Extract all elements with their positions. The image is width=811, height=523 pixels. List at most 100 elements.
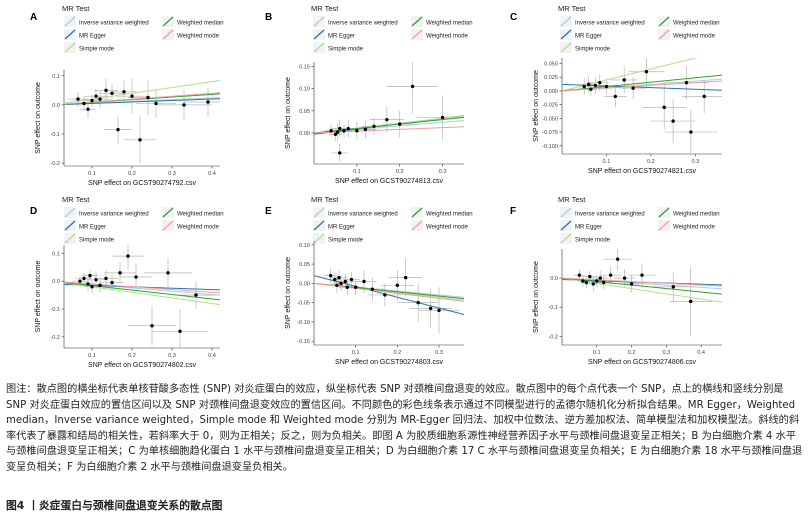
y-tick-label: -0.2 [548, 334, 558, 340]
x-tick-label: 0.4 [697, 350, 705, 356]
legend-swatch-line [64, 16, 76, 27]
legend-swatch-line [313, 29, 325, 40]
legend: MR Test Inverse variance weighted Weighted… [62, 195, 224, 244]
x-axis-title: SNP effect on GCST90274792.csv [88, 180, 196, 187]
legend-swatch-line [64, 220, 76, 231]
y-tick-label: 0.0 [550, 276, 558, 282]
data-point [328, 273, 333, 278]
legend-label: Inverse variance weighted [328, 21, 398, 27]
legend-label: Inverse variance weighted [79, 212, 149, 218]
y-tick-label: -0.025 [542, 103, 558, 109]
legend-label: Weighted mode [673, 225, 716, 231]
legend-label: Inverse variance weighted [79, 21, 149, 27]
legend-swatch-line [162, 16, 174, 27]
fit-line [64, 92, 220, 105]
y-axis-title: SNP effect on outcome [35, 82, 42, 154]
y-tick-label: 0.05 [299, 109, 310, 115]
data-point [110, 280, 114, 285]
data-point [613, 94, 618, 99]
data-point [182, 103, 186, 107]
x-tick-label: 0.3 [435, 350, 443, 356]
y-tick-label: -0.10 [297, 320, 310, 326]
legend-label: Inverse variance weighted [328, 212, 398, 218]
panel-label: E [265, 206, 272, 217]
legend-label: Inverse variance weighted [575, 212, 645, 218]
fit-line [562, 277, 722, 287]
legend-swatch-line [658, 16, 670, 27]
data-point [110, 91, 114, 95]
x-tick-label: 0.1 [603, 159, 611, 165]
data-point [622, 78, 626, 82]
data-point [640, 273, 644, 277]
x-tick-label: 0.3 [662, 350, 670, 356]
y-tick-label: -0.05 [297, 301, 310, 307]
x-tick-label: 0.3 [168, 353, 176, 359]
legend-label: Weighted mode [426, 34, 469, 40]
y-tick-label: -0.2 [50, 335, 60, 341]
x-tick-label: 0.2 [393, 350, 401, 356]
legend-label: Weighted median [673, 21, 720, 27]
data-point [126, 254, 130, 258]
legend-label: Simple mode [328, 47, 364, 53]
x-tick-label: 0.2 [396, 169, 404, 175]
legend-label: MR Egger [575, 34, 602, 40]
data-point [622, 276, 627, 280]
legend-swatch-line [64, 233, 76, 244]
plot-area [314, 62, 464, 162]
data-point [608, 273, 613, 277]
data-point [146, 95, 150, 100]
y-tick-label: 0.00 [299, 131, 310, 137]
x-tick-label: 0.3 [691, 159, 699, 165]
legend-label: Simple mode [328, 238, 364, 244]
y-tick-label: 0.00 [299, 281, 310, 287]
legend-label: Simple mode [79, 47, 115, 53]
y-tick-label: -0.050 [542, 116, 558, 122]
y-tick-label: -0.100 [542, 144, 558, 150]
legend-label: Simple mode [575, 47, 611, 53]
panel-label: A [30, 12, 37, 23]
plot-area [64, 245, 220, 348]
data-point [577, 273, 582, 277]
legend-swatch-line [560, 233, 572, 244]
figure-panels: A MR Test Inverse variance weighted Weighte… [30, 4, 722, 369]
data-point [403, 275, 408, 280]
data-point [88, 273, 92, 278]
legend-swatch-line [162, 220, 174, 231]
y-tick-label: -0.1 [548, 305, 558, 311]
legend-swatch-line [313, 220, 325, 231]
legend-label: MR Egger [575, 225, 602, 231]
data-point [598, 276, 602, 280]
x-tick-label: 0.3 [439, 169, 447, 175]
data-point [428, 306, 433, 311]
data-point [353, 285, 358, 289]
legend-swatch-line [313, 207, 325, 218]
y-tick-label: -0.2 [50, 161, 60, 167]
data-point [644, 70, 649, 74]
x-axis-title: SNP effect on GCST90274806.csv [588, 359, 696, 366]
legend-label: MR Egger [328, 34, 355, 40]
legend-swatch-line [560, 42, 572, 53]
y-tick-label: -0.1 [50, 307, 60, 313]
plot-area [64, 78, 220, 164]
fit-line [314, 282, 464, 302]
data-point [662, 105, 666, 110]
legend-swatch-line [560, 16, 572, 27]
data-point [339, 281, 343, 286]
data-point [206, 100, 210, 104]
y-tick-label: 0.1 [52, 251, 60, 257]
panel-f: F MR Test Inverse variance weighted Weighte… [510, 195, 722, 366]
data-point [346, 126, 350, 131]
y-tick-label: 0.10 [299, 87, 310, 93]
data-point [335, 130, 340, 134]
y-tick-label: 0.050 [544, 61, 558, 67]
data-point [370, 287, 375, 291]
legend-label: Simple mode [575, 238, 611, 244]
data-point [372, 124, 376, 129]
y-tick-label: -0.1 [50, 132, 60, 138]
data-point [338, 126, 342, 131]
plot-area [562, 58, 722, 154]
legend-title: MR Test [311, 4, 339, 13]
legend-label: Weighted mode [177, 34, 220, 40]
legend: MR Test Inverse variance weighted Weighted… [62, 4, 224, 53]
data-point [629, 282, 634, 286]
